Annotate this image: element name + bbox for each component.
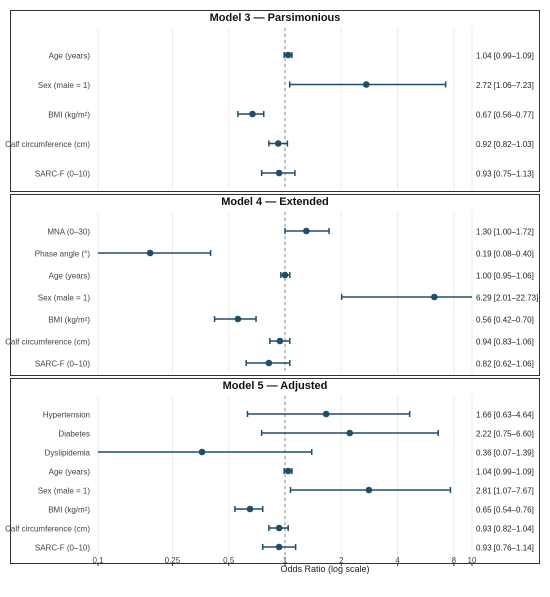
x-tick-label: 0.5	[223, 556, 235, 565]
row-label: Calf circumference (cm)	[5, 338, 90, 347]
row-label: Age (years)	[49, 272, 91, 281]
estimate-text: 2.81 [1.07–7.67]	[476, 487, 534, 496]
row-label: Sex (male = 1)	[38, 294, 91, 303]
point-estimate	[275, 524, 283, 532]
estimate-text: 0.19 [0.08–0.40]	[476, 250, 534, 259]
point-estimate	[346, 429, 354, 437]
panel-title: Model 4 — Extended	[221, 196, 329, 208]
estimate-text: 0.82 [0.62–1.06]	[476, 360, 534, 369]
x-tick-label: 0.25	[165, 556, 181, 565]
estimate-text: 0.92 [0.82–1.03]	[476, 140, 534, 149]
point-estimate	[274, 140, 282, 147]
x-tick-label: 1	[283, 556, 288, 565]
panel-title: Model 3 — Parsimonious	[210, 12, 341, 24]
point-estimate	[284, 467, 292, 475]
point-estimate	[281, 271, 289, 279]
estimate-text: 0.36 [0.07–1.39]	[476, 449, 534, 458]
estimate-text: 1.04 [0.99–1.09]	[476, 52, 534, 61]
row-label: Calf circumference (cm)	[5, 140, 90, 149]
point-estimate	[234, 315, 242, 323]
panel-frame	[10, 194, 540, 376]
point-estimate	[284, 51, 292, 59]
point-estimate	[146, 249, 154, 257]
point-estimate	[431, 293, 438, 301]
row-label: Age (years)	[49, 52, 91, 61]
row-label: Age (years)	[49, 468, 91, 477]
panel-title: Model 5 — Adjusted	[223, 380, 328, 392]
row-label: SARC-F (0–10)	[35, 360, 90, 369]
estimate-text: 1.04 [0.99–1.09]	[476, 468, 534, 477]
estimate-text: 0.67 [0.56–0.77]	[476, 111, 534, 120]
estimate-text: 0.94 [0.83–1.06]	[476, 338, 534, 347]
row-label: BMI (kg/m²)	[48, 506, 90, 515]
point-estimate	[198, 448, 206, 456]
panel-frame	[10, 10, 540, 192]
x-axis-label: Odds Ratio (log scale)	[280, 564, 369, 574]
panel-frame	[10, 378, 540, 564]
point-estimate	[249, 110, 256, 118]
estimate-text: 2.22 [0.75–6.60]	[476, 430, 534, 439]
row-label: Phase angle (°)	[35, 250, 91, 259]
x-tick-label: 2	[339, 556, 344, 565]
estimate-text: 0.93 [0.82–1.04]	[476, 525, 534, 534]
estimate-text: 0.93 [0.76–1.14]	[476, 544, 534, 553]
estimate-text: 1.00 [0.95–1.06]	[476, 272, 534, 281]
row-label: Sex (male = 1)	[38, 487, 91, 496]
point-estimate	[322, 410, 330, 418]
point-estimate	[303, 227, 310, 235]
row-label: BMI (kg/m²)	[48, 316, 90, 325]
x-tick-label: 8	[452, 556, 457, 565]
estimate-text: 0.93 [0.75–1.13]	[476, 170, 534, 179]
row-label: Hypertension	[43, 411, 90, 420]
row-label: MNA (0–30)	[47, 228, 90, 237]
estimate-text: 0.56 [0.42–0.70]	[476, 316, 534, 325]
estimate-text: 2.72 [1.06–7.23]	[476, 81, 534, 90]
point-estimate	[275, 543, 283, 551]
point-estimate	[276, 337, 284, 345]
point-estimate	[246, 505, 254, 513]
estimate-text: 6.29 [2.01–22.73]	[476, 294, 538, 303]
x-tick-label: 10	[468, 556, 477, 565]
point-estimate	[275, 169, 283, 177]
row-label: SARC-F (0–10)	[35, 544, 90, 553]
point-estimate	[365, 486, 373, 494]
row-label: SARC-F (0–10)	[35, 170, 90, 179]
row-label: Sex (male = 1)	[38, 81, 91, 90]
row-label: Diabetes	[58, 430, 90, 439]
row-label: Dyslipidemia	[45, 449, 91, 458]
estimate-text: 1.30 [1.00–1.72]	[476, 228, 534, 237]
x-tick-label: 0.1	[92, 556, 104, 565]
estimate-text: 1.66 [0.63–4.64]	[476, 411, 534, 420]
point-estimate	[265, 359, 273, 367]
row-label: Calf circumference (cm)	[5, 525, 90, 534]
estimate-text: 0.65 [0.54–0.76]	[476, 506, 534, 515]
row-label: BMI (kg/m²)	[48, 111, 90, 120]
point-estimate	[362, 81, 370, 88]
x-tick-label: 4	[395, 556, 400, 565]
